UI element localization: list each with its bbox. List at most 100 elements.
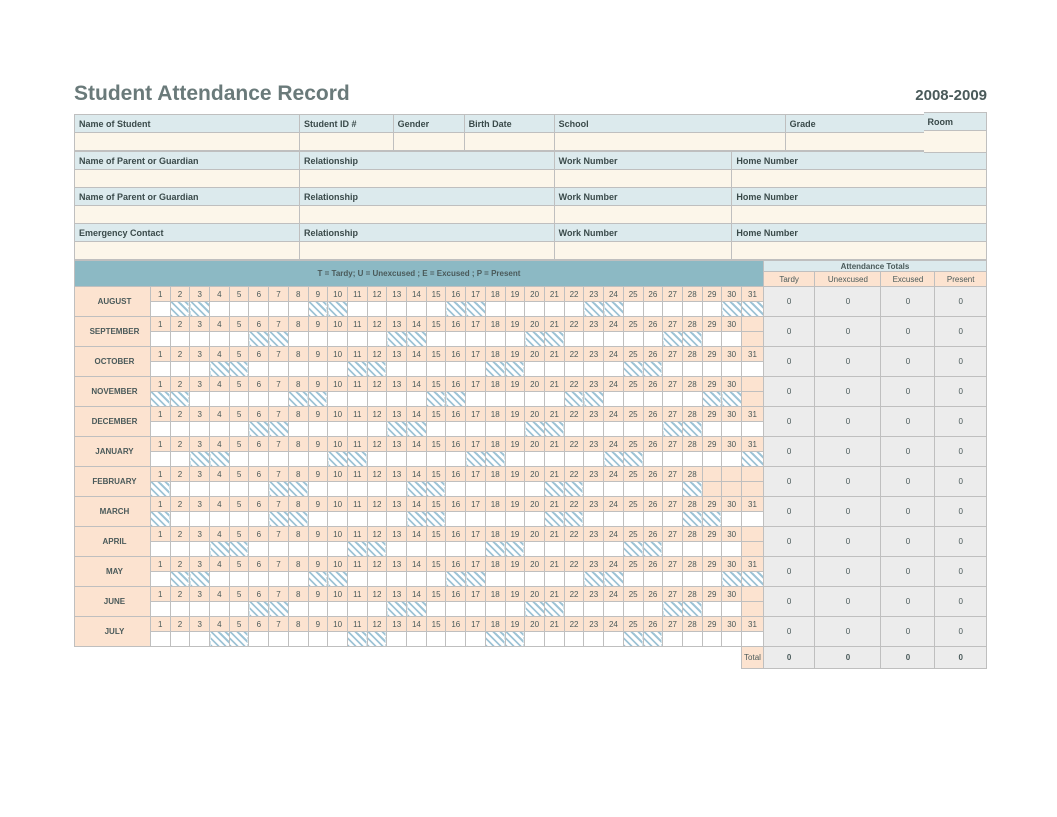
day-cell[interactable] <box>229 572 249 587</box>
day-cell[interactable] <box>150 332 170 347</box>
day-cell[interactable] <box>544 602 564 617</box>
day-cell[interactable] <box>229 452 249 467</box>
day-cell[interactable] <box>367 392 387 407</box>
day-cell[interactable] <box>663 632 683 647</box>
day-cell[interactable] <box>387 572 407 587</box>
day-cell[interactable] <box>426 332 446 347</box>
input-worknum2[interactable] <box>554 206 732 224</box>
day-cell[interactable] <box>682 482 702 497</box>
day-cell[interactable] <box>584 632 604 647</box>
day-cell[interactable] <box>505 452 525 467</box>
day-cell[interactable] <box>210 632 230 647</box>
day-cell[interactable] <box>288 482 308 497</box>
day-cell[interactable] <box>446 362 466 377</box>
day-cell[interactable] <box>584 422 604 437</box>
day-cell[interactable] <box>328 512 348 527</box>
day-cell[interactable] <box>288 332 308 347</box>
day-cell[interactable] <box>367 302 387 317</box>
day-cell[interactable] <box>544 332 564 347</box>
day-cell[interactable] <box>742 632 764 647</box>
day-cell[interactable] <box>407 302 427 317</box>
day-cell[interactable] <box>387 422 407 437</box>
day-cell[interactable] <box>525 632 545 647</box>
day-cell[interactable] <box>604 602 624 617</box>
day-cell[interactable] <box>544 392 564 407</box>
day-cell[interactable] <box>367 512 387 527</box>
day-cell[interactable] <box>505 602 525 617</box>
day-cell[interactable] <box>584 332 604 347</box>
day-cell[interactable] <box>485 572 505 587</box>
day-cell[interactable] <box>643 572 663 587</box>
input-grade[interactable] <box>785 133 927 151</box>
day-cell[interactable] <box>604 392 624 407</box>
day-cell[interactable] <box>269 302 289 317</box>
day-cell[interactable] <box>367 332 387 347</box>
input-relationship3[interactable] <box>300 242 555 260</box>
day-cell[interactable] <box>485 332 505 347</box>
day-cell[interactable] <box>682 572 702 587</box>
day-cell[interactable] <box>525 302 545 317</box>
day-cell[interactable] <box>288 632 308 647</box>
day-cell[interactable] <box>584 602 604 617</box>
day-cell[interactable] <box>150 572 170 587</box>
day-cell[interactable] <box>249 482 269 497</box>
day-cell[interactable] <box>269 362 289 377</box>
day-cell[interactable] <box>426 602 446 617</box>
day-cell[interactable] <box>623 602 643 617</box>
input-homenum2[interactable] <box>732 206 987 224</box>
day-cell[interactable] <box>308 302 328 317</box>
day-cell[interactable] <box>702 602 722 617</box>
day-cell[interactable] <box>229 392 249 407</box>
day-cell[interactable] <box>544 452 564 467</box>
day-cell[interactable] <box>210 332 230 347</box>
day-cell[interactable] <box>485 632 505 647</box>
day-cell[interactable] <box>466 332 486 347</box>
day-cell[interactable] <box>347 602 367 617</box>
day-cell[interactable] <box>347 482 367 497</box>
day-cell[interactable] <box>249 362 269 377</box>
day-cell[interactable] <box>308 362 328 377</box>
day-cell[interactable] <box>426 392 446 407</box>
day-cell[interactable] <box>367 632 387 647</box>
day-cell[interactable] <box>643 632 663 647</box>
day-cell[interactable] <box>288 512 308 527</box>
day-cell[interactable] <box>544 302 564 317</box>
day-cell[interactable] <box>663 572 683 587</box>
day-cell[interactable] <box>722 392 742 407</box>
day-cell[interactable] <box>229 332 249 347</box>
day-cell[interactable] <box>446 302 466 317</box>
day-cell[interactable] <box>564 422 584 437</box>
day-cell[interactable] <box>564 362 584 377</box>
day-cell[interactable] <box>663 302 683 317</box>
day-cell[interactable] <box>544 362 564 377</box>
day-cell[interactable] <box>525 392 545 407</box>
day-cell[interactable] <box>466 422 486 437</box>
day-cell[interactable] <box>446 542 466 557</box>
day-cell[interactable] <box>347 362 367 377</box>
day-cell[interactable] <box>190 602 210 617</box>
day-cell[interactable] <box>643 362 663 377</box>
day-cell[interactable] <box>190 572 210 587</box>
day-cell[interactable] <box>544 482 564 497</box>
day-cell[interactable] <box>682 302 702 317</box>
day-cell[interactable] <box>229 362 249 377</box>
day-cell[interactable] <box>564 302 584 317</box>
day-cell[interactable] <box>564 512 584 527</box>
day-cell[interactable] <box>190 542 210 557</box>
day-cell[interactable] <box>347 512 367 527</box>
day-cell[interactable] <box>407 632 427 647</box>
day-cell[interactable] <box>407 482 427 497</box>
day-cell[interactable] <box>702 452 722 467</box>
day-cell[interactable] <box>407 452 427 467</box>
day-cell[interactable] <box>328 422 348 437</box>
input-relationship1[interactable] <box>300 170 555 188</box>
day-cell[interactable] <box>407 362 427 377</box>
day-cell[interactable] <box>505 422 525 437</box>
day-cell[interactable] <box>604 512 624 527</box>
day-cell[interactable] <box>308 332 328 347</box>
day-cell[interactable] <box>466 392 486 407</box>
day-cell[interactable] <box>682 332 702 347</box>
day-cell[interactable] <box>288 302 308 317</box>
day-cell[interactable] <box>170 452 190 467</box>
day-cell[interactable] <box>387 632 407 647</box>
